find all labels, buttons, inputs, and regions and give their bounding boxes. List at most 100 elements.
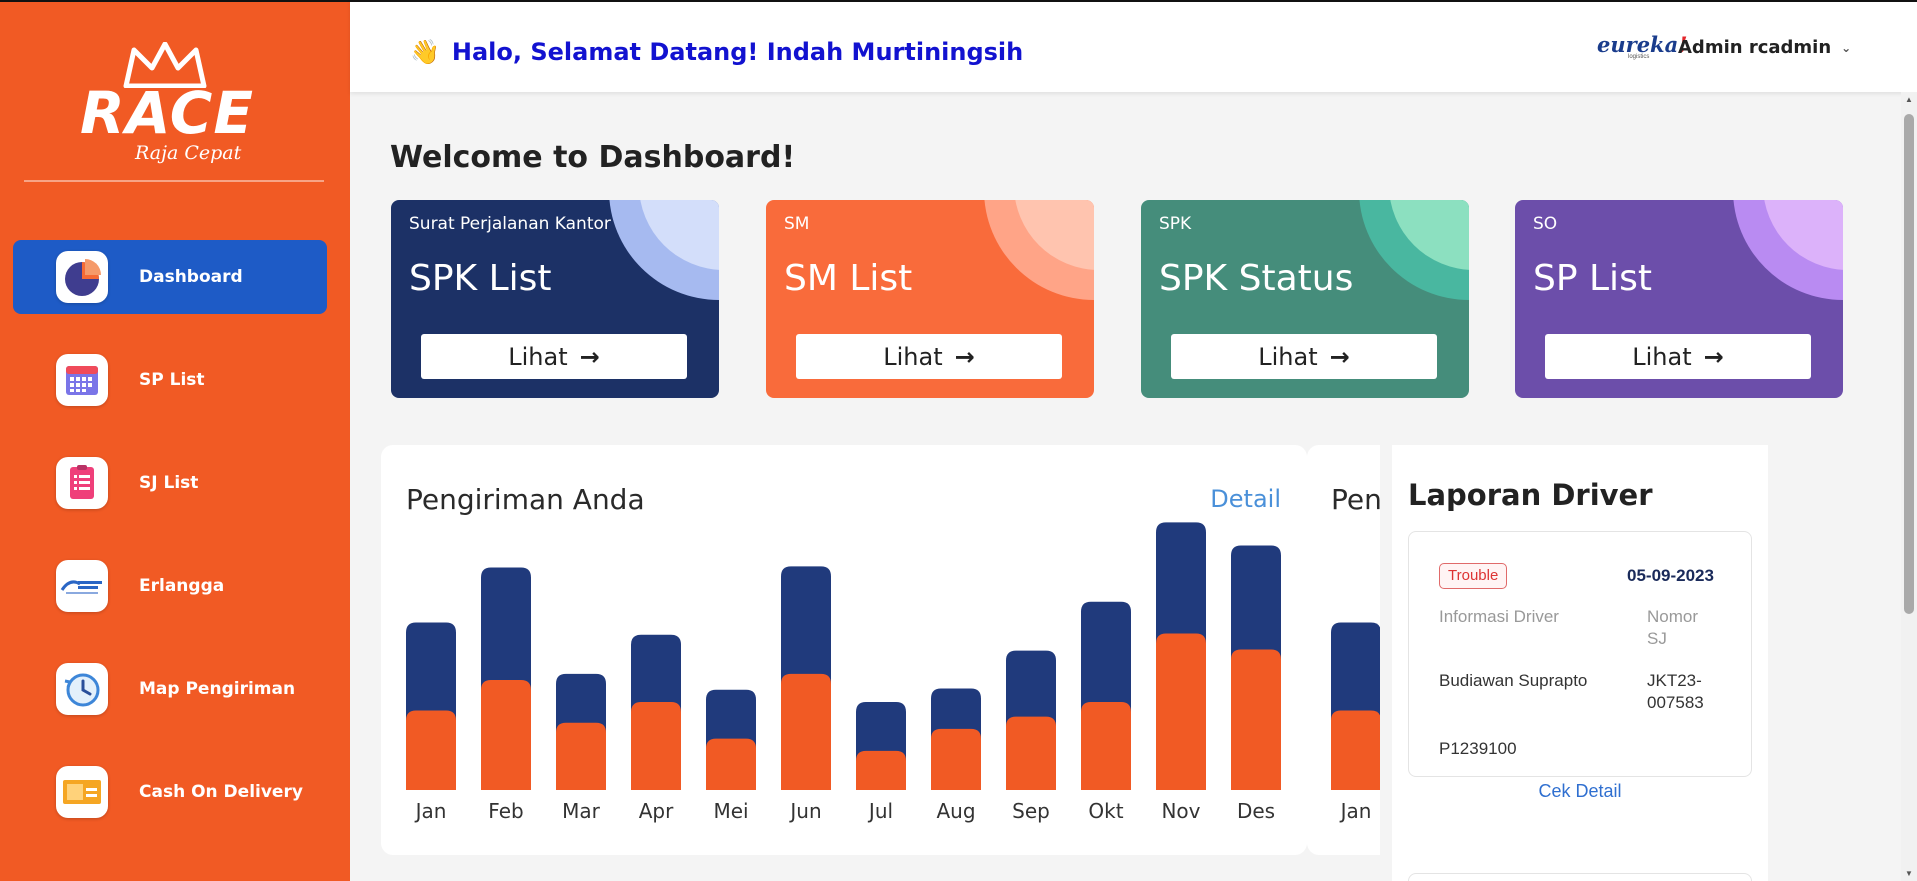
page-title: Welcome to Dashboard! <box>390 140 796 175</box>
card-title: SPK Status <box>1159 258 1354 299</box>
card-subtitle: SM <box>784 214 810 234</box>
bar-Sep-series-1 <box>1006 716 1056 790</box>
cash-icon <box>56 766 108 818</box>
report-date: 05-09-2023 <box>1627 566 1714 585</box>
arrow-right-icon: → <box>1329 342 1350 371</box>
x-tick-label: Nov <box>1161 799 1200 823</box>
lihat-button[interactable]: Lihat → <box>796 334 1062 379</box>
crown-icon <box>123 42 207 88</box>
pie-chart-icon <box>56 251 108 303</box>
pengiriman-chart-panel-2: Pengiriman Jan <box>1307 445 1380 855</box>
bar-Jul-series-1 <box>856 750 906 790</box>
bar-Aug-series-1 <box>931 728 981 790</box>
arrow-right-icon: → <box>954 342 975 371</box>
card-subtitle: Surat Perjalanan Kantor <box>409 214 611 234</box>
sidebar-divider <box>24 180 324 182</box>
eureka-logo: eureka! <box>1597 32 1687 57</box>
chart-title: Pengiriman Anda <box>406 483 645 516</box>
x-tick-label: Feb <box>488 799 523 823</box>
cek-detail-link[interactable]: Cek Detail <box>1538 781 1622 801</box>
erlangga-logo-icon <box>56 560 108 612</box>
greeting-text: Halo, Selamat Datang! Indah Murtiningsih <box>451 38 1024 66</box>
sidebar-item-sp-list[interactable]: SP List <box>13 343 327 417</box>
bar-Jan-series-1 <box>406 710 456 790</box>
scrollbar-thumb[interactable] <box>1904 114 1914 614</box>
bar-Mar-series-1 <box>556 722 606 790</box>
chart-title: Pengiriman <box>1331 483 1380 516</box>
lihat-button[interactable]: Lihat → <box>421 334 687 379</box>
driver-report-card: Trouble 05-09-2023 Informasi Driver Nomo… <box>1408 531 1752 777</box>
sidebar-item-map-pengiriman[interactable]: Map Pengiriman <box>13 652 327 726</box>
x-tick-label: Jul <box>867 799 893 823</box>
x-tick-label: Jun <box>788 799 821 823</box>
sidebar-item-label: Erlangga <box>139 576 225 596</box>
sidebar-item-label: Dashboard <box>139 267 243 287</box>
sidebar: RACE Raja Cepat Dashboard S <box>0 0 350 881</box>
x-tick-label: Mei <box>713 799 748 823</box>
button-label: Lihat <box>1632 342 1692 371</box>
bar-Feb-series-1 <box>481 680 531 790</box>
button-label: Lihat <box>508 342 568 371</box>
card-title: SP List <box>1533 258 1652 299</box>
user-name: Admin rcadmin <box>1678 37 1832 58</box>
sidebar-item-erlangga[interactable]: Erlangga <box>13 549 327 623</box>
x-tick-label: Jan <box>414 799 447 823</box>
page-scrollbar[interactable]: ▲ ▼ <box>1901 92 1917 881</box>
history-clock-icon <box>56 663 108 715</box>
sj-number-part-2: 007583 <box>1647 693 1704 712</box>
race-logo[interactable]: RACE Raja Cepat <box>80 42 254 167</box>
lihat-button[interactable]: Lihat → <box>1171 334 1437 379</box>
eureka-logo-sub: logistics <box>1628 54 1650 60</box>
sidebar-item-label: Cash On Delivery <box>139 782 303 802</box>
x-tick-label: Jan <box>1339 799 1372 823</box>
sidebar-item-dashboard[interactable]: Dashboard <box>13 240 327 314</box>
bar-Jun-series-1 <box>781 673 831 790</box>
card-spk-list: Surat Perjalanan Kantor SPK List Lihat → <box>391 200 719 398</box>
card-sp-list: SO SP List Lihat → <box>1515 200 1843 398</box>
laporan-driver-panel: Laporan Driver Trouble 05-09-2023 Inform… <box>1392 445 1768 881</box>
label-nomor: Nomor <box>1647 607 1699 626</box>
pengiriman-chart-panel: Pengiriman Anda Detail Jan Feb Mar Apr Mei Ju… <box>381 445 1307 855</box>
brand-bang: ! <box>1678 32 1688 57</box>
sidebar-item-sj-list[interactable]: SJ List <box>13 446 327 520</box>
detail-link[interactable]: Detail <box>1210 485 1281 513</box>
scroll-up-icon[interactable]: ▲ <box>1905 95 1913 104</box>
card-spk-status: SPK SPK Status Lihat → <box>1141 200 1469 398</box>
status-badge: Trouble <box>1439 563 1508 589</box>
sidebar-item-label: SJ List <box>139 473 199 493</box>
chevron-down-icon: ⌄ <box>1841 40 1852 55</box>
driver-report-card <box>1408 873 1752 881</box>
sidebar-item-cash-on-delivery[interactable]: Cash On Delivery <box>13 755 327 829</box>
logo-subtitle: Raja Cepat <box>135 142 242 164</box>
greeting: 👋 Halo, Selamat Datang! Indah Murtinings… <box>410 38 1023 66</box>
logo-text: RACE <box>80 79 254 147</box>
bar-Nov-series-1 <box>1156 633 1206 790</box>
card-title: SM List <box>784 258 913 299</box>
bar-Des-series-1 <box>1231 649 1281 790</box>
button-label: Lihat <box>883 342 943 371</box>
brand-name: eureka <box>1597 32 1679 57</box>
card-subtitle: SPK <box>1159 214 1192 234</box>
card-title: SPK List <box>409 258 552 299</box>
x-tick-label: Sep <box>1012 799 1050 823</box>
top-header: 👋 Halo, Selamat Datang! Indah Murtinings… <box>350 0 1917 92</box>
scroll-down-icon[interactable]: ▼ <box>1905 869 1913 878</box>
driver-name: Budiawan Suprapto <box>1439 671 1588 690</box>
sidebar-item-label: Map Pengiriman <box>139 679 296 699</box>
bar-chart: Jan Feb Mar Apr Mei Jun Jul Aug Sep Okt Nov Des <box>406 522 1281 823</box>
lihat-button[interactable]: Lihat → <box>1545 334 1811 379</box>
x-tick-label: Mar <box>562 799 601 823</box>
bar-chart-2: Jan <box>1331 622 1380 823</box>
bar-Jan-series-1 <box>1331 710 1380 790</box>
x-tick-label: Des <box>1237 799 1275 823</box>
label-informasi-driver: Informasi Driver <box>1439 607 1559 626</box>
card-subtitle: SO <box>1533 214 1558 234</box>
user-menu[interactable]: Admin rcadmin ⌄ <box>1678 37 1851 58</box>
sidebar-item-label: SP List <box>139 370 205 390</box>
arrow-right-icon: → <box>1703 342 1724 371</box>
button-label: Lihat <box>1258 342 1318 371</box>
arrow-right-icon: → <box>579 342 600 371</box>
checklist-icon <box>56 457 108 509</box>
calendar-icon <box>56 354 108 406</box>
bar-Apr-series-1 <box>631 702 681 790</box>
